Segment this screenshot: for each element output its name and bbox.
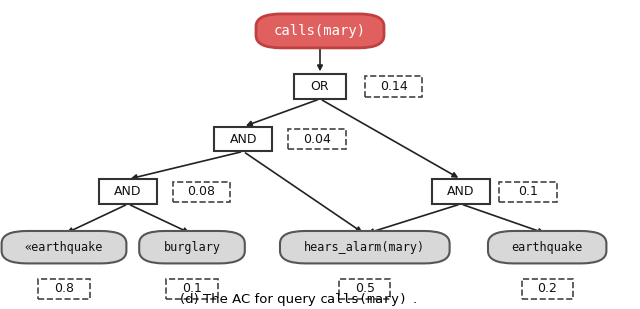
Text: «earthquake: «earthquake [25, 241, 103, 254]
FancyBboxPatch shape [214, 127, 272, 151]
Text: 0.08: 0.08 [188, 185, 216, 198]
Text: AND: AND [230, 133, 257, 146]
Text: .: . [413, 293, 417, 306]
Text: 0.04: 0.04 [303, 133, 331, 146]
Text: hears_alarm(mary): hears_alarm(mary) [304, 241, 426, 254]
Text: (d) The AC for query: (d) The AC for query [180, 293, 320, 306]
FancyBboxPatch shape [256, 14, 384, 48]
FancyBboxPatch shape [140, 231, 244, 263]
Text: AND: AND [115, 185, 141, 198]
Text: 0.1: 0.1 [182, 282, 202, 295]
FancyBboxPatch shape [339, 279, 390, 299]
FancyBboxPatch shape [294, 74, 346, 99]
Text: OR: OR [310, 80, 330, 93]
Text: 0.2: 0.2 [537, 282, 557, 295]
FancyBboxPatch shape [166, 279, 218, 299]
FancyBboxPatch shape [488, 231, 607, 263]
Text: earthquake: earthquake [511, 241, 583, 254]
FancyBboxPatch shape [173, 182, 230, 202]
FancyBboxPatch shape [288, 129, 346, 149]
FancyBboxPatch shape [499, 182, 557, 202]
Text: AND: AND [447, 185, 474, 198]
FancyBboxPatch shape [99, 179, 157, 204]
Text: 0.5: 0.5 [355, 282, 375, 295]
Text: 0.14: 0.14 [380, 80, 408, 93]
FancyBboxPatch shape [280, 231, 449, 263]
FancyBboxPatch shape [365, 77, 422, 97]
Text: 0.8: 0.8 [54, 282, 74, 295]
Text: burglary: burglary [163, 241, 221, 254]
Text: calls(mary): calls(mary) [320, 293, 408, 306]
Text: 0.1: 0.1 [518, 185, 538, 198]
FancyBboxPatch shape [432, 179, 490, 204]
FancyBboxPatch shape [2, 231, 127, 263]
FancyBboxPatch shape [522, 279, 573, 299]
FancyBboxPatch shape [38, 279, 90, 299]
Text: calls(mary): calls(mary) [274, 24, 366, 38]
